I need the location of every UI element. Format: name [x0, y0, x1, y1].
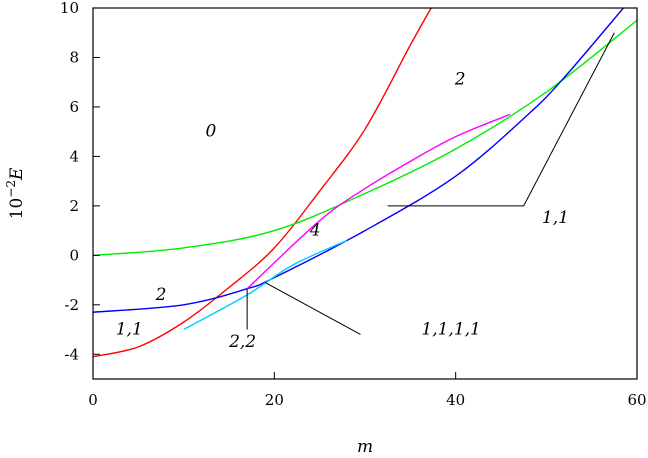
- region-label: 2: [155, 285, 167, 305]
- y-tick-label: 2: [69, 197, 79, 215]
- region-annotations: 0 2 4 2 1,1 2,2 1,1,1,1 1,1: [116, 70, 569, 352]
- region-label: 1,1: [542, 208, 569, 228]
- leader-line-2: [265, 282, 361, 335]
- series-line-1: [93, 8, 432, 358]
- region-label: 1,1,1,1: [421, 319, 480, 339]
- y-tick-label: -4: [64, 345, 79, 363]
- y-axis-ticks: -4 -2 0 2 4 6 8 10: [60, 0, 100, 363]
- x-axis-title: m: [357, 437, 373, 457]
- y-tick-label: 6: [69, 98, 79, 116]
- y-tick-label: 4: [69, 147, 79, 165]
- x-tick-label: 20: [265, 391, 284, 409]
- region-label: 0: [205, 122, 216, 142]
- leader-line-3: [387, 32, 615, 207]
- y-tick-label: 10: [60, 0, 79, 17]
- x-tick-label: 40: [446, 391, 465, 409]
- series-line-2: [93, 19, 637, 257]
- region-label: 2,2: [228, 332, 256, 352]
- y-axis-title-base: 10: [7, 198, 27, 220]
- series-line-4: [246, 113, 511, 290]
- series-line-5: [183, 239, 348, 331]
- y-axis-title-exponent: −2: [4, 180, 18, 198]
- x-tick-label: 60: [627, 391, 646, 409]
- y-tick-label: -2: [64, 296, 79, 314]
- leader-lines: [246, 32, 615, 335]
- y-tick-label: 0: [69, 246, 79, 264]
- x-tick-label: 0: [88, 391, 98, 409]
- region-label: 4: [309, 221, 321, 241]
- region-label: 2: [454, 70, 466, 90]
- y-axis-title-symbol: E: [7, 167, 27, 181]
- plot-curves: [93, 8, 637, 358]
- plot-frame: [92, 7, 638, 380]
- y-axis-title: 10−2E: [4, 167, 27, 219]
- series-line-3: [93, 8, 624, 313]
- y-tick-label: 8: [69, 48, 79, 66]
- region-label: 1,1: [116, 319, 143, 339]
- x-axis-ticks: 0 20 40 60: [88, 372, 647, 409]
